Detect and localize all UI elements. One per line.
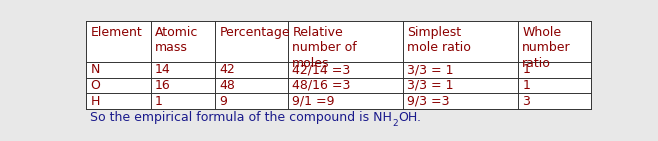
Text: H: H [90, 95, 100, 108]
Text: 2: 2 [392, 119, 398, 128]
Text: Atomic
mass: Atomic mass [155, 26, 198, 54]
Text: Whole
number
ratio: Whole number ratio [522, 26, 571, 70]
Text: 3: 3 [522, 95, 530, 108]
Text: 9/3 =3: 9/3 =3 [407, 95, 450, 108]
Text: 2: 2 [392, 119, 398, 128]
Text: 1: 1 [522, 79, 530, 92]
Text: 14: 14 [155, 63, 170, 76]
Text: Relative
number of
moles: Relative number of moles [292, 26, 357, 70]
Text: Element: Element [90, 26, 142, 39]
Text: 9: 9 [219, 95, 227, 108]
Text: 42: 42 [219, 63, 235, 76]
Text: 48/16 =3: 48/16 =3 [292, 79, 351, 92]
Text: N: N [90, 63, 100, 76]
Text: 1: 1 [522, 63, 530, 76]
Text: OH.: OH. [398, 111, 421, 124]
Text: 42/14 =3: 42/14 =3 [292, 63, 351, 76]
Text: 1: 1 [155, 95, 163, 108]
Text: Percentage: Percentage [219, 26, 290, 39]
Text: Simplest
mole ratio: Simplest mole ratio [407, 26, 471, 54]
Text: 9/1 =9: 9/1 =9 [292, 95, 335, 108]
Text: 3/3 = 1: 3/3 = 1 [407, 79, 454, 92]
Text: 48: 48 [219, 79, 236, 92]
Text: So the empirical formula of the compound is NH: So the empirical formula of the compound… [90, 111, 392, 124]
Text: O: O [90, 79, 100, 92]
Bar [86, 21, 591, 109]
Text: 3/3 = 1: 3/3 = 1 [407, 63, 454, 76]
Text: 16: 16 [155, 79, 170, 92]
